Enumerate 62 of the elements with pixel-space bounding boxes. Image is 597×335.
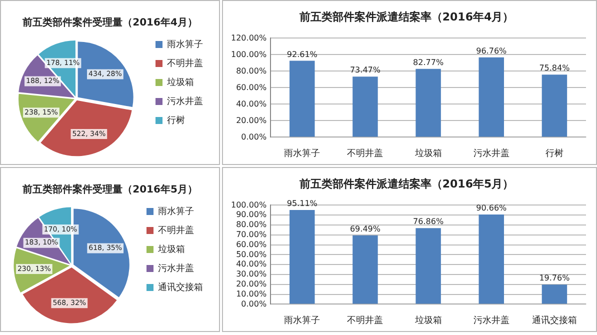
bar <box>290 210 315 304</box>
y-tick-label: 40.00% <box>236 260 267 269</box>
y-tick-label: 10.00% <box>236 289 267 298</box>
legend-label: 垃圾箱 <box>166 76 194 88</box>
y-tick-label: 0.00% <box>241 132 267 142</box>
bar <box>478 214 504 304</box>
legend-label: 雨水箅子 <box>158 206 194 217</box>
chart-title: 前五类部件案件派遣结案率（2016年4月） <box>298 10 514 24</box>
legend-label: 污水井盖 <box>167 96 203 107</box>
data-label: 73.47% <box>350 66 381 75</box>
y-tick-label: 100.00% <box>231 50 267 59</box>
data-label: 95.11% <box>286 199 318 208</box>
x-tick-label: 不明井盖 <box>347 314 384 326</box>
y-tick-label: 90.00% <box>236 210 267 220</box>
bar <box>416 68 441 137</box>
legend-label: 污水井盖 <box>158 262 194 274</box>
y-tick-label: 100.00% <box>231 200 267 210</box>
data-label: 90.66% <box>476 204 508 213</box>
y-tick-label: 70.00% <box>236 230 267 239</box>
legend-label: 不明井盖 <box>158 224 194 236</box>
y-tick-label: 0.00% <box>241 299 267 308</box>
bar <box>478 57 504 137</box>
data-label: 75.84% <box>539 64 570 73</box>
y-tick-label: 60.00% <box>236 240 267 249</box>
chart-title: 前五类部件案件受理量（2016年4月） <box>22 16 198 29</box>
y-tick-label: 120.00% <box>231 33 267 42</box>
y-tick-label: 20.00% <box>236 116 267 125</box>
bar <box>352 76 378 137</box>
legend-label: 不明井盖 <box>167 58 203 69</box>
x-tick-label: 垃圾箱 <box>414 148 442 159</box>
legend-label: 行树 <box>167 114 185 126</box>
y-tick-label: 20.00% <box>236 279 267 288</box>
data-label: 69.49% <box>350 224 381 234</box>
x-tick-label: 雨水箅子 <box>284 148 320 159</box>
data-label: 92.61% <box>286 50 318 59</box>
chart-title: 前五类部件案件受理量（2016年5月） <box>22 184 198 196</box>
x-tick-label: 污水井盖 <box>473 148 510 159</box>
x-tick-label: 不明井盖 <box>347 148 384 159</box>
y-tick-label: 30.00% <box>236 270 267 279</box>
x-tick-label: 污水井盖 <box>473 314 510 326</box>
data-label: 82.77% <box>413 58 444 67</box>
x-tick-label: 垃圾箱 <box>414 314 442 326</box>
x-tick-label: 行树 <box>545 148 564 159</box>
bar <box>416 228 441 304</box>
bar <box>542 284 568 304</box>
y-tick-label: 80.00% <box>236 220 267 230</box>
x-tick-label: 通讯交接箱 <box>532 314 577 326</box>
data-label: 96.76% <box>476 46 508 56</box>
legend-label: 雨水箅子 <box>167 38 203 50</box>
y-tick-label: 80.00% <box>236 66 267 76</box>
y-tick-label: 50.00% <box>236 250 267 259</box>
bar <box>542 74 568 137</box>
chart-title: 前五类部件案件派遣结案率（2016年5月） <box>298 177 514 190</box>
y-tick-label: 60.00% <box>236 82 267 92</box>
data-label: 19.76% <box>539 274 570 283</box>
x-tick-label: 雨水箅子 <box>284 314 320 326</box>
bar <box>290 60 315 137</box>
legend-label: 通讯交接箱 <box>158 282 203 293</box>
data-label: 76.86% <box>413 217 444 226</box>
legend-label: 垃圾箱 <box>157 244 185 255</box>
bar <box>352 235 378 304</box>
y-tick-label: 40.00% <box>236 99 267 108</box>
